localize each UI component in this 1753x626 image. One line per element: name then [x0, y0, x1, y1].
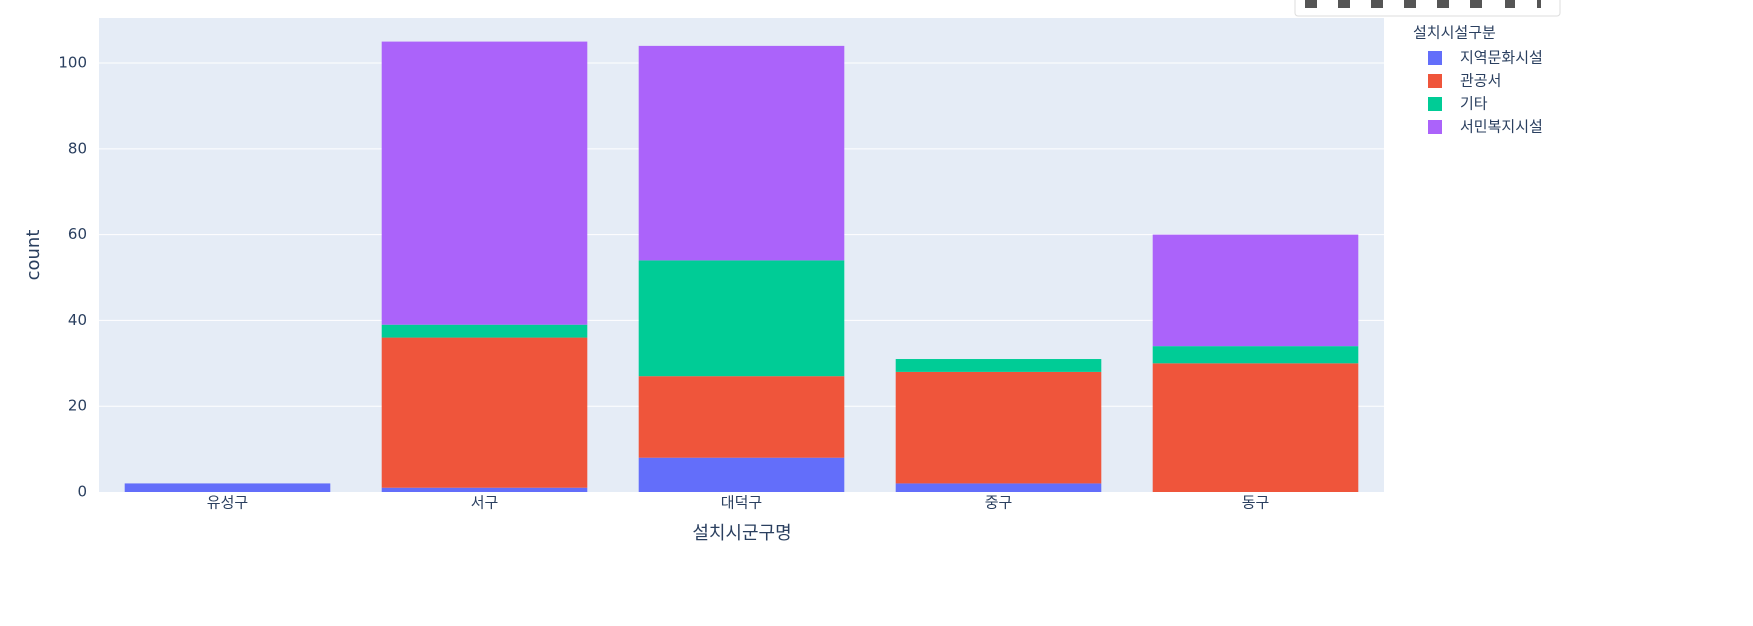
bar-segment	[895, 359, 1102, 372]
legend-swatch	[1428, 51, 1442, 65]
x-tick-label: 유성구	[207, 494, 248, 512]
icon[interactable]	[1404, 0, 1416, 8]
legend-label: 관공서	[1460, 72, 1501, 90]
icon[interactable]	[1505, 0, 1515, 8]
y-tick-label: 100	[58, 54, 87, 72]
bar-segment	[895, 483, 1102, 492]
x-tick-label: 중구	[985, 494, 1013, 512]
legend-label: 기타	[1460, 95, 1488, 113]
legend-swatch	[1428, 74, 1442, 88]
icon[interactable]	[1537, 0, 1541, 8]
modebar-box	[1294, 0, 1561, 17]
bar-segment	[124, 483, 331, 492]
y-tick-label: 80	[68, 139, 87, 157]
y-tick-label: 0	[77, 483, 87, 501]
legend-swatch	[1428, 97, 1442, 111]
icon[interactable]	[1305, 0, 1317, 8]
legend-title: 설치시설구분	[1413, 24, 1496, 42]
bar-segment	[381, 41, 588, 325]
x-tick-label: 동구	[1242, 494, 1270, 512]
bar-segment	[381, 324, 588, 338]
icon[interactable]	[1371, 0, 1383, 8]
bar-segment	[381, 487, 588, 492]
modebar-icons	[1305, 0, 1541, 8]
modebar	[1294, 0, 1561, 17]
bar-segment	[638, 260, 845, 377]
x-tick-label: 대덕구	[721, 494, 762, 512]
x-axis-title: 설치시군구명	[692, 523, 791, 544]
legend-label: 지역문화시설	[1460, 49, 1543, 67]
icon[interactable]	[1338, 0, 1350, 8]
bar-segment	[895, 371, 1102, 484]
bar-segment	[638, 45, 845, 261]
icon[interactable]	[1437, 0, 1449, 8]
legend-swatch	[1428, 120, 1442, 134]
y-tick-label: 20	[68, 397, 87, 415]
icon[interactable]	[1470, 0, 1482, 8]
legend-label: 서민복지시설	[1460, 118, 1543, 136]
y-tick-label: 60	[68, 225, 87, 243]
bar-segment	[381, 337, 588, 488]
bar-segment	[1152, 234, 1359, 347]
x-tick-label: 서구	[471, 494, 499, 512]
bar-segment	[1152, 363, 1359, 492]
bar-segment	[638, 376, 845, 458]
y-axis-title: count	[23, 230, 44, 281]
bar-segment	[1152, 346, 1359, 364]
y-tick-label: 40	[68, 311, 87, 329]
bar-segment	[638, 457, 845, 492]
